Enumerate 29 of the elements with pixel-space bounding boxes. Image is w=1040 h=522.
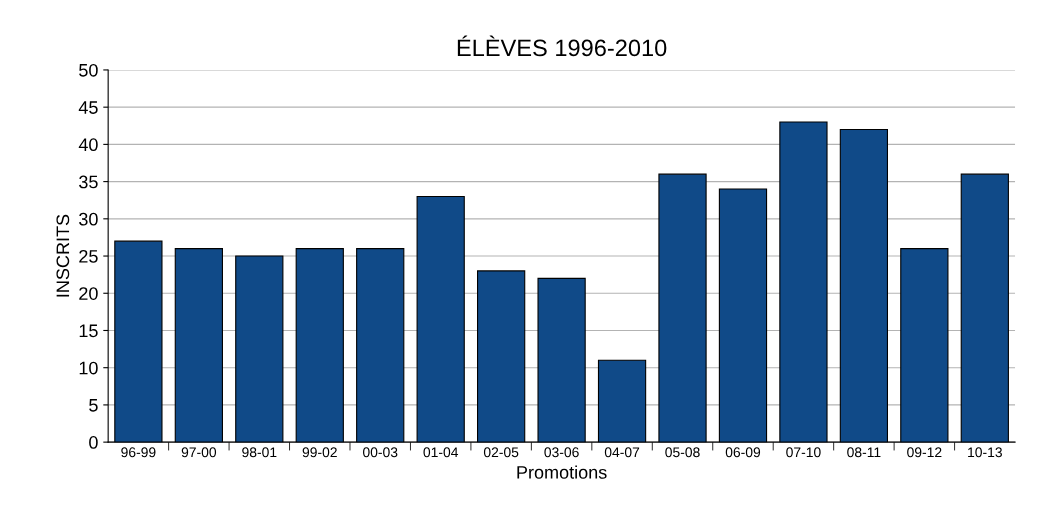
y-tick-label: 20 <box>79 287 98 300</box>
x-tick-label: 05-08 <box>665 447 700 458</box>
x-tick-label: 07-10 <box>786 447 821 458</box>
y-tick-label: 0 <box>89 436 98 449</box>
x-tick-label: 04-07 <box>604 447 640 458</box>
x-tick-label: 06-09 <box>725 447 761 458</box>
x-tick-label: 96-99 <box>121 447 156 458</box>
y-tick-label: 35 <box>79 175 98 189</box>
x-tick-label: 98-01 <box>242 447 277 458</box>
y-tick-label: 50 <box>79 63 98 77</box>
y-tick-label: 15 <box>79 324 98 338</box>
y-tick-label: 30 <box>79 212 98 226</box>
x-tick-label: 99-02 <box>302 447 337 458</box>
y-tick-label: 25 <box>79 249 98 263</box>
x-tick-label: 09-12 <box>907 447 942 458</box>
x-tick-label: 97-00 <box>181 447 217 458</box>
x-axis-title: Promotions <box>517 465 607 479</box>
x-tick-label: 02-05 <box>483 447 519 458</box>
y-tick-label: 10 <box>79 361 98 375</box>
x-tick-label: 00-03 <box>363 447 398 458</box>
x-tick-label: 03-06 <box>544 447 579 458</box>
x-tick-label: 08-11 <box>847 447 881 458</box>
x-tick-label: 01-04 <box>423 447 459 458</box>
y-axis-title: INSCRITS <box>56 214 70 297</box>
y-tick-label: 5 <box>89 399 98 412</box>
x-tick-label: 10-13 <box>968 447 1002 458</box>
chart-title: ÉLÈVES 1996-2010 <box>457 35 667 57</box>
y-tick-label: 40 <box>78 138 98 152</box>
y-tick-label: 45 <box>78 101 98 114</box>
